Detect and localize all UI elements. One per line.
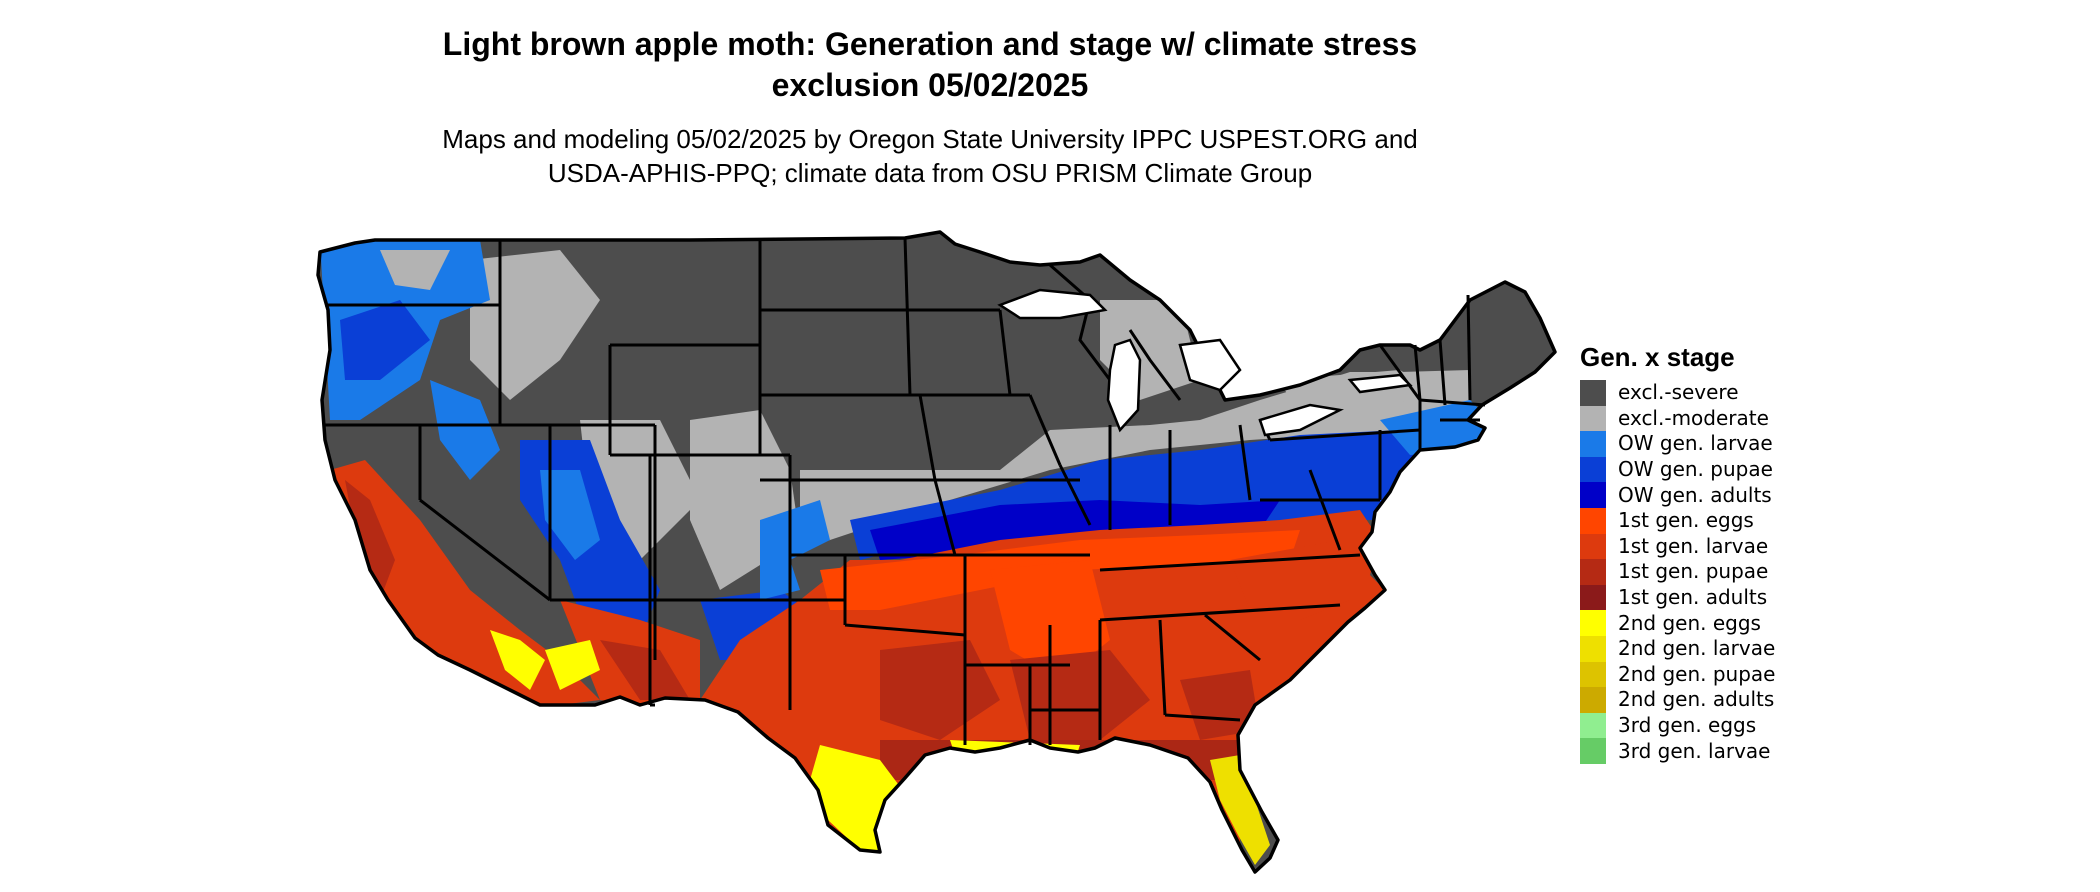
legend-item: 2nd gen. larvae	[1580, 635, 1880, 662]
legend-item: 2nd gen. adults	[1580, 687, 1880, 713]
map-title-line-2: exclusion 05/02/2025	[771, 67, 1089, 103]
legend-label: 2nd gen. pupae	[1618, 661, 1776, 686]
legend-swatch	[1580, 405, 1606, 432]
legend-label: excl.-moderate	[1618, 405, 1769, 430]
legend-item: OW gen. pupae	[1580, 456, 1880, 483]
legend-item: 3rd gen. eggs	[1580, 712, 1880, 739]
legend-label: 1st gen. adults	[1618, 585, 1768, 610]
legend-swatch	[1580, 584, 1606, 611]
legend-item: 1st gen. adults	[1580, 584, 1880, 611]
legend-swatch	[1580, 610, 1606, 636]
legend-swatch	[1580, 431, 1606, 457]
legend-label: 1st gen. larvae	[1618, 533, 1769, 558]
legend-label: 2nd gen. eggs	[1618, 610, 1761, 635]
legend-label: OW gen. adults	[1618, 482, 1772, 507]
legend-items: excl.-severe excl.-moderate OW gen. larvae…	[1580, 380, 1880, 764]
legend-item: 2nd gen. eggs	[1580, 610, 1880, 636]
legend-item: OW gen. adults	[1580, 482, 1880, 508]
legend-label: 2nd gen. larvae	[1618, 636, 1776, 661]
legend-swatch	[1580, 559, 1606, 585]
legend-swatch	[1580, 380, 1606, 406]
legend-title: Gen. x stage	[1580, 342, 1735, 372]
legend-swatch	[1580, 712, 1606, 739]
legend-swatch	[1580, 635, 1606, 662]
great-lakes	[997, 288, 1413, 437]
map-title-line-1: Light brown apple moth: Generation and s…	[442, 26, 1418, 62]
legend-label: 3rd gen. larvae	[1618, 738, 1771, 763]
legend-label: 1st gen. eggs	[1618, 508, 1754, 533]
legend-item: 1st gen. pupae	[1580, 559, 1880, 585]
legend-swatch	[1580, 482, 1606, 508]
legend-item: 3rd gen. larvae	[1580, 738, 1880, 764]
us-outline	[316, 230, 1557, 874]
legend-item: 2nd gen. pupae	[1580, 661, 1880, 688]
legend-item: OW gen. larvae	[1580, 431, 1880, 457]
map-subtitle-line-1: Maps and modeling 05/02/2025 by Oregon S…	[442, 124, 1418, 154]
legend-label: 2nd gen. adults	[1618, 687, 1775, 712]
legend-swatch	[1580, 507, 1606, 534]
legend-swatch	[1580, 738, 1606, 764]
legend-label: 1st gen. pupae	[1618, 559, 1769, 584]
legend-swatch	[1580, 687, 1606, 713]
legend-item: excl.-moderate	[1580, 405, 1880, 432]
legend-label: excl.-severe	[1618, 380, 1739, 405]
legend: Gen. x stage excl.-severe excl.-moderate O…	[1580, 340, 1880, 764]
legend-label: 3rd gen. eggs	[1618, 713, 1757, 738]
legend-item: excl.-severe	[1580, 380, 1880, 406]
legend-item: 1st gen. eggs	[1580, 507, 1880, 534]
legend-swatch	[1580, 533, 1606, 560]
map-subtitle-line-2: USDA-APHIS-PPQ; climate data from OSU PR…	[547, 158, 1313, 188]
legend-swatch	[1580, 661, 1606, 688]
legend-item: 1st gen. larvae	[1580, 533, 1880, 560]
state-boundaries	[325, 237, 1486, 745]
legend-label: OW gen. larvae	[1618, 431, 1773, 456]
legend-swatch	[1580, 456, 1606, 483]
legend-label: OW gen. pupae	[1618, 457, 1773, 482]
